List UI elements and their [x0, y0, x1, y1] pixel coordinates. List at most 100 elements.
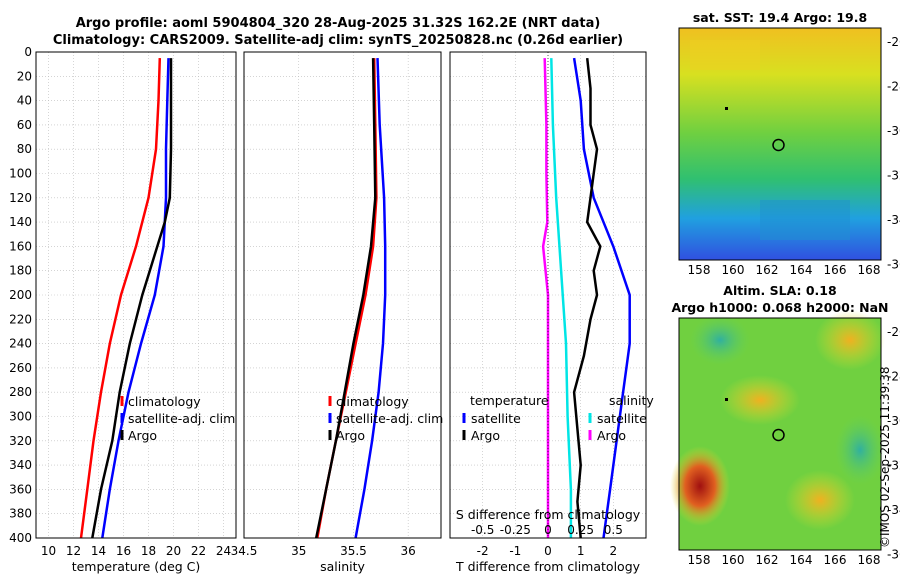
series-line-satellite-adj-clim [101, 58, 170, 539]
sla-map-y-tick: -32 [887, 459, 900, 473]
legend-label: Argo [471, 428, 500, 443]
x-axis-label: salinity [320, 559, 365, 574]
figure-title-line2: Climatology: CARS2009. Satellite-adj cli… [52, 33, 624, 48]
y-tick-label: 380 [9, 507, 32, 521]
y-tick-label: 360 [9, 482, 32, 496]
legend-label: Argo [597, 428, 626, 443]
sst-map-y-tick: -36 [887, 258, 900, 272]
x-tick-label: 14 [91, 544, 106, 558]
x-tick-label: 35 [291, 544, 306, 558]
sla-map-y-tick: -34 [887, 503, 900, 517]
sla-map-x-tick: 166 [824, 553, 847, 567]
sla-map-frame [678, 317, 882, 551]
sla-map-subtitle: Argo h1000: 0.068 h2000: NaN [671, 300, 889, 315]
series-line-satellite-adj-clim [354, 58, 387, 539]
legend-label: satellite [471, 411, 521, 426]
sst-cool-patch [760, 200, 850, 240]
sla-warm-eddy [670, 446, 730, 526]
y-tick-label: 220 [9, 312, 32, 326]
x-tick-label: 18 [141, 544, 156, 558]
figure-title-line1: Argo profile: aoml 5904804_320 28-Aug-20… [75, 16, 601, 31]
sst-map-x-tick: 166 [824, 263, 847, 277]
x-axis-label-secondary: S difference from climatology [456, 507, 641, 522]
y-tick-label: 180 [9, 264, 32, 278]
x-tick-label: 2 [610, 544, 618, 558]
x-tick-label: 36 [401, 544, 416, 558]
y-tick-label: 0 [24, 45, 32, 59]
x-tick-label-secondary: 0.5 [604, 523, 623, 537]
sst-map [678, 27, 882, 261]
panel-frame [35, 51, 237, 539]
legend-title-salinity: salinity [609, 393, 654, 408]
sla-map-x-tick: 168 [858, 553, 881, 567]
sst-warm-patch [690, 40, 760, 70]
y-tick-label: 300 [9, 410, 32, 424]
x-tick-label: 20 [166, 544, 181, 558]
y-tick-label: 340 [9, 458, 32, 472]
x-tick-label-secondary: 0.25 [567, 523, 594, 537]
legend-label: climatology [336, 394, 409, 409]
x-tick-label: 34.5 [231, 544, 258, 558]
sla-cool-patch-nw [690, 315, 750, 365]
legend-label: climatology [128, 394, 201, 409]
y-tick-label: 100 [9, 167, 32, 181]
x-tick-label: 35.5 [340, 544, 367, 558]
y-tick-label: 260 [9, 361, 32, 375]
x-axis-label: temperature (deg C) [72, 559, 201, 574]
legend-label: satellite [597, 411, 647, 426]
series-line-t-argo [572, 57, 602, 539]
y-tick-label: 140 [9, 215, 32, 229]
sla-map [670, 310, 885, 551]
sst-map-y-tick: -34 [887, 213, 900, 227]
x-tick-label-secondary: 0 [544, 523, 552, 537]
y-tick-label: 160 [9, 239, 32, 253]
sst-map-y-tick: -32 [887, 169, 900, 183]
series-line-s-argo [541, 58, 550, 538]
x-tick-label: 16 [116, 544, 131, 558]
sst-map-title: sat. SST: 19.4 Argo: 19.8 [692, 10, 868, 25]
sla-map-y-tick: -36 [887, 548, 900, 562]
series-line-argo [314, 58, 377, 539]
x-tick-label: 1 [577, 544, 585, 558]
y-tick-label: 60 [17, 118, 32, 132]
sst-map-y-tick: -28 [887, 80, 900, 94]
y-tick-label: 120 [9, 191, 32, 205]
panel-frame [243, 51, 442, 539]
sla-map-x-tick: 158 [688, 553, 711, 567]
sst-map-frame [678, 27, 882, 261]
sla-map-y-tick: -26 [887, 325, 900, 339]
sst-float-marker [772, 138, 785, 152]
y-tick-label: 20 [17, 69, 32, 83]
x-tick-label: 24 [216, 544, 231, 558]
sla-warm-patch-ne [815, 310, 885, 370]
y-tick-label: 320 [9, 434, 32, 448]
sla-warm-patch-se [785, 470, 855, 530]
sst-map-x-tick: 164 [790, 263, 813, 277]
x-tick-label: -2 [477, 544, 489, 558]
sla-station-marker [725, 398, 728, 401]
series-line-climatology [79, 58, 162, 539]
y-tick-label: 240 [9, 337, 32, 351]
sst-map-x-tick: 160 [722, 263, 745, 277]
y-tick-label: 40 [17, 94, 32, 108]
x-tick-label-secondary: -0.25 [500, 523, 531, 537]
sla-cool-patch-e [835, 415, 885, 485]
legend-label: satellite-adj. clim [128, 411, 235, 426]
legend-label: satellite-adj. clim [336, 411, 443, 426]
sst-map-x-tick: 162 [756, 263, 779, 277]
x-tick-label: 22 [191, 544, 206, 558]
sst-map-y-tick: -30 [887, 124, 900, 138]
sla-map-y-tick: -30 [887, 414, 900, 428]
x-tick-label-secondary: -0.5 [471, 523, 494, 537]
sst-map-x-tick: 168 [858, 263, 881, 277]
sst-station-marker [725, 107, 728, 110]
sla-map-x-tick: 160 [722, 553, 745, 567]
sla-float-marker [772, 428, 785, 442]
sla-map-x-tick: 162 [756, 553, 779, 567]
y-tick-label: 80 [17, 142, 32, 156]
x-tick-label: 10 [41, 544, 56, 558]
x-axis-label: T difference from climatology [455, 559, 641, 574]
sst-map-y-tick: -26 [887, 35, 900, 49]
legend-label: Argo [336, 428, 365, 443]
